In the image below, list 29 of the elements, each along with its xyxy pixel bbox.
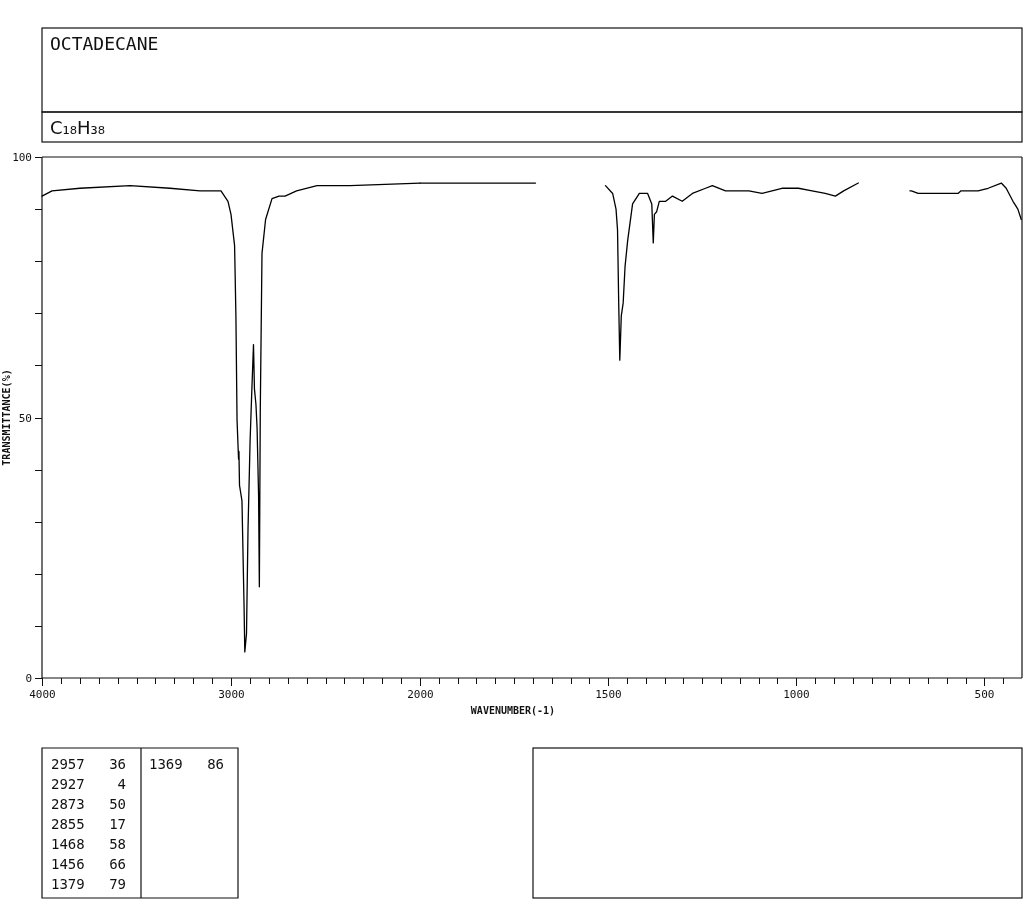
category-label: 2957	[51, 756, 85, 772]
data-label: 79	[109, 876, 126, 892]
data-label: 66	[109, 856, 126, 872]
y-tick-label: 50	[18, 412, 32, 426]
category-label: 2927	[51, 776, 85, 792]
y-axis-title: TRANSMITTANCE(%)	[1, 369, 12, 466]
category-label: 1369	[149, 756, 183, 772]
data-label: 50	[109, 796, 126, 812]
x-tick-label: 1500	[595, 688, 622, 701]
x-tick-label: 1000	[783, 688, 810, 701]
x-axis-title: WAVENUMBER(-1)	[470, 705, 556, 716]
x-tick-label: 4000	[29, 688, 56, 701]
chart-subtitle: C₁₈H₃₈	[50, 117, 105, 138]
x-tick-label: 500	[974, 688, 995, 701]
data-label: 86	[207, 756, 224, 772]
x-tick-label: 3000	[218, 688, 245, 701]
chart-title: OCTADECANE	[50, 33, 159, 54]
category-label: 1456	[51, 856, 85, 872]
y-tick-label: 100	[12, 151, 32, 165]
data-label: 17	[109, 816, 126, 832]
category-label: 2873	[51, 796, 85, 812]
x-tick-label: 2000	[407, 688, 434, 701]
data-label: 58	[109, 836, 126, 852]
category-label: 1468	[51, 836, 85, 852]
data-label: 36	[109, 756, 126, 772]
category-label: 1379	[51, 876, 85, 892]
y-tick-label: 0	[25, 672, 32, 686]
category-label: 2855	[51, 816, 85, 832]
data-label: 4	[117, 776, 126, 792]
